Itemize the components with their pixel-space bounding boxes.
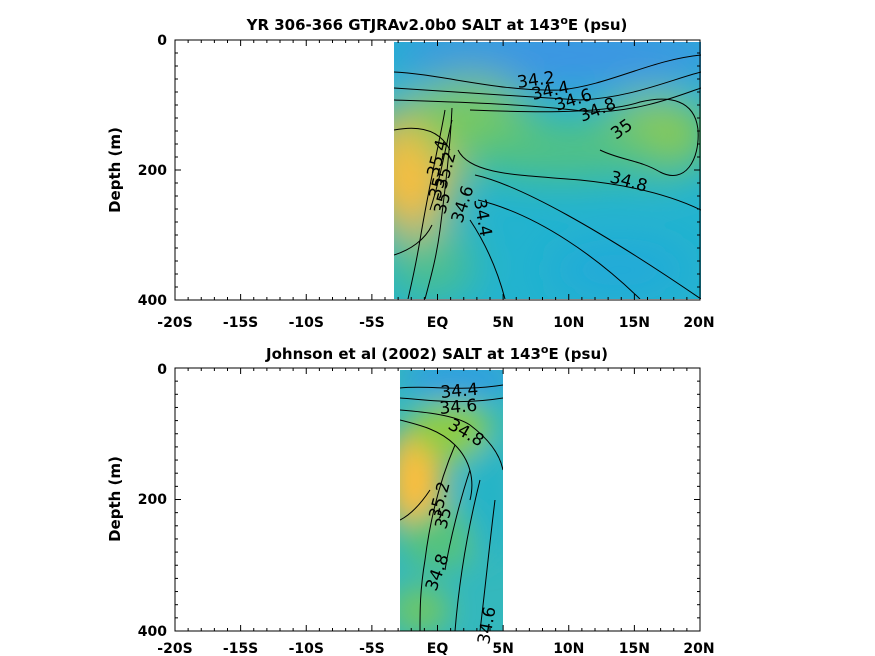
x-tick-label: 15N — [619, 641, 650, 656]
panel-1-y-tick-labels: 0 200 400 — [138, 33, 167, 309]
panel-2-title: Johnson et al (2002) SALT at 143oE (psu) — [265, 343, 608, 363]
y-tick-label: 400 — [138, 293, 167, 309]
x-tick-label: 15N — [619, 315, 650, 331]
x-tick-label: 20N — [683, 641, 714, 656]
x-tick-label: EQ — [427, 315, 449, 331]
x-tick-label: 20N — [683, 315, 714, 331]
panel-1-salinity-field — [394, 42, 701, 299]
panel-1-contours — [394, 54, 701, 299]
x-tick-label: -10S — [289, 641, 324, 656]
x-tick-label: 10N — [553, 641, 584, 656]
panel-2: Johnson et al (2002) SALT at 143oE (psu)… — [106, 343, 715, 656]
contour-label: 34.4 — [440, 380, 479, 403]
panel-2-salinity-field — [400, 370, 503, 631]
x-tick-label: 5N — [492, 641, 513, 656]
x-tick-label: -15S — [223, 641, 258, 656]
y-tick-label: 400 — [138, 624, 167, 640]
y-tick-label: 200 — [138, 492, 167, 508]
panel-2-x-tick-labels: -20S -15S -10S -5S EQ 5N 10N 15N 20N — [157, 641, 714, 656]
contour-label: 34.6 — [439, 396, 478, 419]
panel-2-ylabel: Depth (m) — [106, 456, 124, 542]
x-tick-label: -20S — [157, 641, 192, 656]
x-tick-label: 5N — [492, 315, 513, 331]
x-tick-label: -15S — [223, 315, 258, 331]
panel-2-y-tick-labels: 0 200 400 — [138, 362, 167, 640]
panel-1-ticks — [174, 39, 701, 301]
panel-2-contours — [400, 384, 503, 631]
x-tick-label: -20S — [157, 315, 192, 331]
panel-1-ylabel: Depth (m) — [106, 127, 124, 213]
panel-1-title: YR 306-366 GTJRAv2.0b0 SALT at 143oE (ps… — [246, 14, 628, 34]
x-tick-label: -5S — [359, 641, 385, 656]
y-tick-label: 0 — [157, 362, 167, 378]
y-tick-label: 200 — [138, 163, 167, 179]
panel-1: YR 306-366 GTJRAv2.0b0 SALT at 143oE (ps… — [106, 14, 715, 331]
x-tick-label: EQ — [427, 641, 449, 656]
x-tick-label: 10N — [553, 315, 584, 331]
y-tick-label: 0 — [157, 33, 167, 49]
panel-1-x-tick-labels: -20S -15S -10S -5S EQ 5N 10N 15N 20N — [157, 315, 714, 331]
panel-2-ticks — [174, 367, 701, 632]
x-tick-label: -5S — [359, 315, 385, 331]
x-tick-label: -10S — [289, 315, 324, 331]
